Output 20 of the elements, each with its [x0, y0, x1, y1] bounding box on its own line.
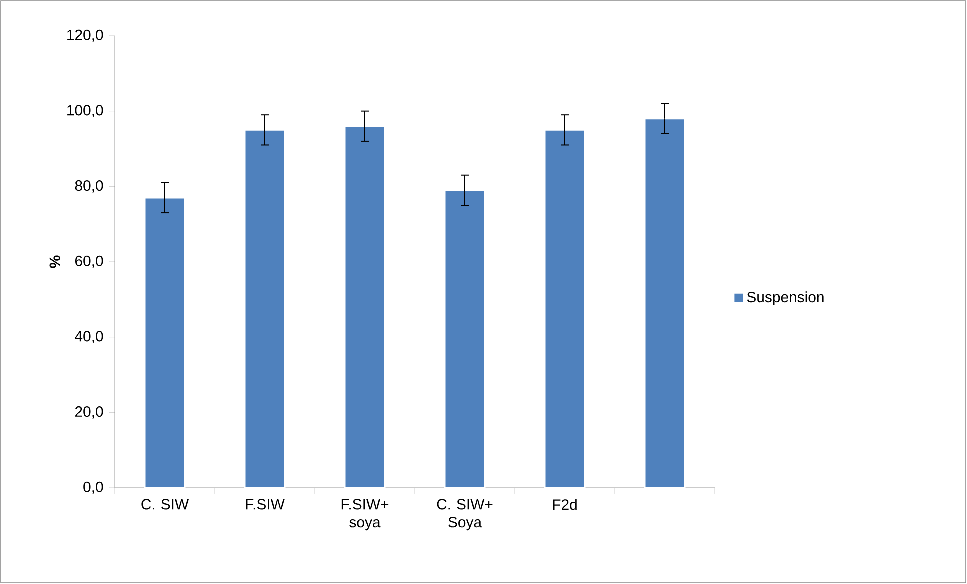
bar — [544, 129, 586, 489]
y-tick-label: 120,0 — [68, 30, 104, 42]
x-tick-label: C. SIW+ Soya — [437, 499, 493, 531]
x-tick-label: F.SIW — [246, 499, 285, 510]
x-tick-label: F.SIW+ soya — [342, 499, 389, 531]
bar — [444, 190, 486, 489]
y-tick-label: 20,0 — [75, 406, 104, 419]
x-tick-label: C. SIW — [142, 499, 190, 510]
legend-label: Suspension — [747, 292, 824, 306]
bar — [244, 129, 286, 489]
bar — [344, 126, 386, 489]
y-tick-label: 40,0 — [75, 331, 104, 344]
x-tick-label: F2d — [553, 499, 577, 510]
y-axis-title: % — [50, 256, 60, 268]
bar — [644, 118, 686, 489]
y-tick-label: 100,0 — [68, 105, 104, 118]
bar — [144, 197, 186, 489]
y-tick-label: 60,0 — [76, 256, 104, 268]
y-tick-label: 80,0 — [75, 180, 104, 193]
y-tick-label: 0,0 — [84, 482, 104, 494]
